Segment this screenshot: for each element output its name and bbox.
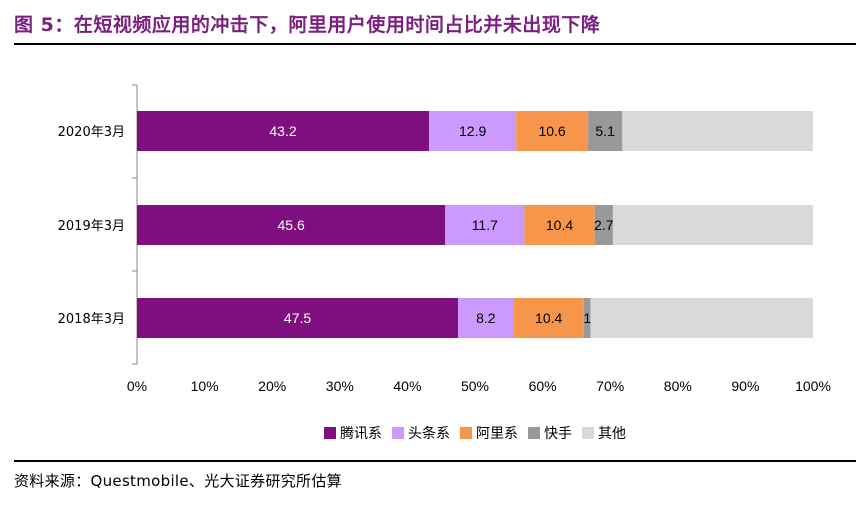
bar-segment [583,298,591,338]
data-label: 45.6 [278,217,305,233]
bar-segment [622,111,813,151]
x-tick-label: 0% [127,378,147,394]
chart-axes [132,84,138,365]
x-tick-label: 100% [795,378,831,394]
bar-segment [587,111,623,151]
x-tick-label: 20% [258,378,286,394]
bar-segment [137,205,446,245]
legend-label: 头条系 [408,425,450,442]
legend-swatch [324,427,336,439]
y-tick-label: 2020年3月 [58,125,125,140]
chart-title: 图 5：在短视频应用的冲击下，阿里用户使用时间占比并未出现下降 [14,14,601,36]
legend-swatch [582,427,594,439]
source-divider [14,460,856,462]
x-tick-label: 10% [191,378,219,394]
data-label: 5.1 [595,123,615,139]
data-label: 12.9 [459,123,486,139]
data-label: 47.5 [284,310,311,326]
data-label: 10.4 [546,217,573,233]
data-label: 10.6 [538,123,565,139]
data-label: 43.2 [269,123,296,139]
bar-segment [612,205,813,245]
legend-label: 其他 [598,426,626,442]
x-tick-label: 60% [529,378,557,394]
x-tick-label: 50% [461,378,489,394]
legend-swatch [392,427,404,439]
x-tick-label: 90% [731,378,759,394]
bar-segment [458,298,514,338]
source-note: 资料来源：Questmobile、光大证券研究所估算 [14,472,342,490]
chart-bars: 43.2 12.9 10.6 5.1 45.6 11.7 10.4 2.7 47.5 8.2 10.… [137,111,813,338]
bar-segment [137,298,459,338]
y-tick-label: 2019年3月 [58,219,125,234]
x-tick-label: 80% [664,378,692,394]
legend-label: 快手 [544,426,572,442]
data-label: 2.7 [594,217,614,233]
bar-segment [516,111,588,151]
data-label: 8.2 [476,310,496,326]
chart-legend: 腾讯系 头条系 阿里系 快手 其他 [324,425,626,442]
y-tick-label: 2018年3月 [58,312,125,327]
x-tick-label: 70% [596,378,624,394]
bar-segment [594,205,613,245]
bar-segment [429,111,517,151]
title-divider [14,43,856,45]
chart-ticks: 2020年3月 2019年3月 2018年3月 0% 10% 20% 30% 40% 50% 60… [58,125,831,394]
bar-segment [590,298,813,338]
data-label: 1 [583,310,591,326]
bar-segment [137,111,430,151]
legend-label: 阿里系 [476,426,518,442]
x-tick-label: 30% [326,378,354,394]
legend-label: 腾讯系 [340,425,382,442]
bar-segment [445,205,525,245]
data-label: 10.4 [535,310,562,326]
bar-segment [513,298,584,338]
bar-segment [524,205,595,245]
legend-swatch [528,427,540,439]
x-tick-label: 40% [393,378,421,394]
data-label: 11.7 [472,217,498,233]
legend-swatch [460,427,472,439]
